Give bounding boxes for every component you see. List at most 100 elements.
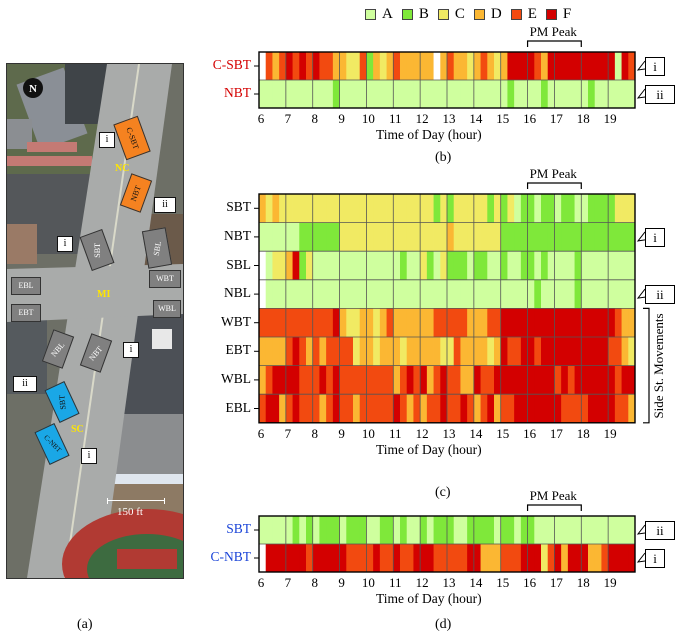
heatmap-cell [453, 222, 461, 252]
heatmap-cell [507, 394, 515, 423]
heatmap-cell [581, 80, 589, 108]
heatmap-cell [339, 516, 347, 544]
heatmap-cell [554, 516, 562, 544]
row-label-sbl: SBL [226, 256, 251, 272]
heatmap-cell [285, 52, 293, 80]
heatmap-cell [319, 251, 327, 280]
heatmap-cell [279, 222, 287, 252]
heatmap-cell [547, 251, 555, 280]
heatmap-cell [527, 194, 535, 223]
heatmap-cell [339, 394, 347, 423]
heatmap-cell [406, 251, 414, 280]
heatmap-cell [413, 251, 421, 280]
heatmap-cell [547, 279, 555, 309]
x-tick-label: 15 [496, 111, 510, 126]
heatmap-cell [487, 222, 495, 252]
heatmap-cell [393, 544, 401, 572]
heatmap-cell [608, 394, 616, 423]
heatmap-cell [426, 251, 434, 280]
heatmap-cell [614, 394, 622, 423]
heatmap-cell [588, 365, 596, 395]
heatmap-cell [480, 516, 488, 544]
heatmap-cell [292, 279, 300, 309]
heatmap-cell [272, 394, 280, 423]
heatmap-cell [581, 251, 589, 280]
heatmap-cell [447, 516, 455, 544]
heatmap-cell [265, 365, 273, 395]
heatmap-cell [614, 279, 622, 309]
heatmap-cell [359, 194, 367, 223]
heatmap-cell [339, 544, 347, 572]
x-tick-label: 13 [442, 575, 456, 590]
heatmap-cell [359, 308, 367, 337]
heatmap-cell [574, 222, 582, 252]
x-tick-label: 17 [549, 111, 563, 126]
heatmap-cell [447, 80, 455, 108]
row-callout-i: i [645, 227, 665, 247]
heatmap-cell [500, 52, 508, 80]
heatmap-cell [527, 308, 535, 337]
heatmap-cell [319, 52, 327, 80]
heatmap-cell [594, 544, 602, 572]
heatmap-cell [420, 222, 428, 252]
heatmap-cell [393, 308, 401, 337]
heatmap-cell [326, 251, 334, 280]
heatmap-cell [332, 308, 340, 337]
heatmap-cell [520, 308, 528, 337]
heatmap-cell [332, 544, 340, 572]
heatmap-cell [366, 251, 374, 280]
heatmap-cell [500, 365, 508, 395]
heatmap-cell [400, 337, 408, 366]
heatmap-cell [353, 337, 361, 366]
heatmap-cell [500, 544, 508, 572]
heatmap-cell [285, 279, 293, 309]
heatmap-cell [299, 516, 307, 544]
heatmap-cell [621, 394, 629, 423]
heatmap-cell [467, 516, 475, 544]
heatmap-cell [614, 52, 622, 80]
heatmap-cell [534, 516, 542, 544]
heatmap-cell [608, 365, 616, 395]
heatmap-cell [574, 194, 582, 223]
heatmap-cell [601, 308, 609, 337]
heatmap-cell [574, 394, 582, 423]
heatmap-cell [413, 394, 421, 423]
heatmap-cell [527, 251, 535, 280]
heatmap-cell [487, 251, 495, 280]
heatmap-cell [601, 222, 609, 252]
heatmap-cell [426, 52, 434, 80]
heatmap-cell [541, 516, 549, 544]
heatmap-cell [467, 544, 475, 572]
heatmap-cell [426, 365, 434, 395]
legend-label: B [418, 6, 429, 22]
row-callout-i: i [645, 57, 665, 76]
heatmap-cell [614, 308, 622, 337]
heatmap-cell [507, 279, 515, 309]
heatmap-cell [487, 516, 495, 544]
heatmap-cell [339, 365, 347, 395]
heatmap-cell [332, 80, 340, 108]
heatmap-cell [292, 194, 300, 223]
arrow-wbt: WBT [149, 270, 181, 288]
heatmap-cell [628, 516, 636, 544]
heatmap-cell [567, 194, 575, 223]
heatmap-cell [373, 80, 381, 108]
row-label-c-nbt: C-NBT [210, 549, 252, 564]
heatmap-cell [574, 365, 582, 395]
heatmap-cell [473, 308, 481, 337]
heatmap-cell [601, 80, 609, 108]
heatmap-cell [312, 80, 320, 108]
heatmap-cell [259, 194, 267, 223]
heatmap-cell [480, 80, 488, 108]
callout-pointer [636, 524, 646, 535]
heatmap-cell [265, 194, 273, 223]
heatmap-cell [614, 80, 622, 108]
heatmap-cell [346, 365, 354, 395]
heatmap-cell [359, 365, 367, 395]
x-tick-label: 17 [549, 575, 563, 590]
heatmap-cell [426, 394, 434, 423]
heatmap-cell [480, 279, 488, 309]
heatmap-cell [353, 516, 361, 544]
panel-caption-b: (b) [435, 150, 452, 165]
heatmap-cell [480, 365, 488, 395]
